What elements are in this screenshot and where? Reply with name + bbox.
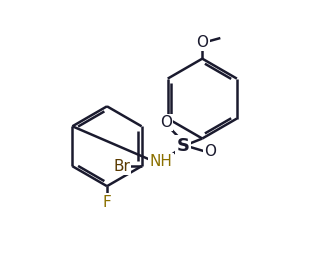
- Text: O: O: [204, 144, 216, 159]
- Text: O: O: [160, 115, 172, 130]
- Text: O: O: [196, 35, 208, 50]
- Text: S: S: [177, 137, 190, 155]
- Text: F: F: [103, 195, 111, 210]
- Text: Br: Br: [113, 159, 130, 174]
- Text: NH: NH: [150, 154, 172, 169]
